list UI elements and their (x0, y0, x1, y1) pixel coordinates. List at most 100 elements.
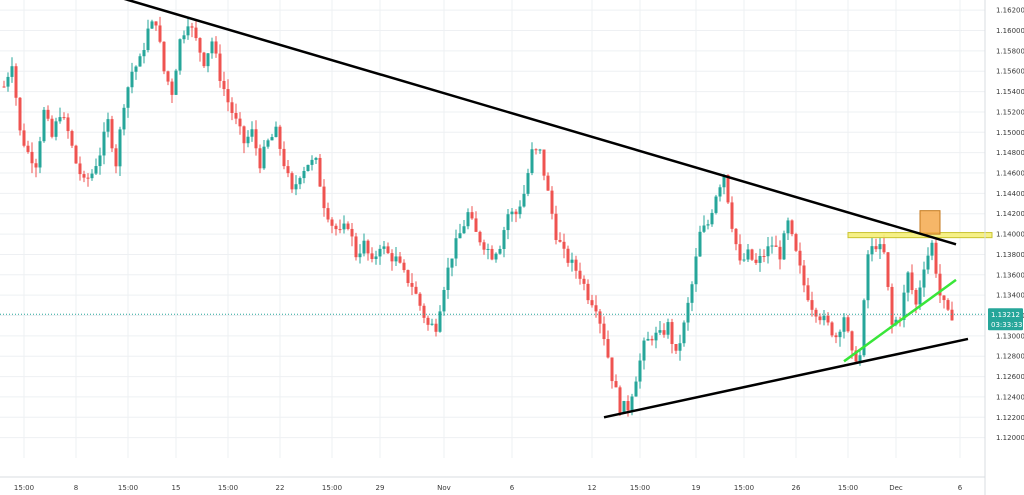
candle-body (534, 149, 538, 151)
candle-body (926, 255, 930, 270)
candle-body (754, 259, 758, 263)
candle-body (466, 212, 470, 227)
candle-body (482, 242, 486, 250)
candle-body (302, 170, 306, 179)
candle-body (78, 163, 82, 175)
candle-body (514, 211, 518, 215)
candle-body (426, 317, 430, 325)
candle-body (326, 208, 330, 220)
candle-body (870, 246, 874, 255)
candle-body (658, 330, 662, 333)
candle-body (946, 300, 950, 310)
x-tick-label: Dec (889, 484, 903, 492)
candle-body (234, 112, 238, 119)
candle-body (586, 283, 590, 301)
candle-body (470, 212, 474, 219)
candle-body (598, 311, 602, 324)
candle-body (10, 66, 14, 77)
candle-body (306, 164, 310, 171)
candle-body (182, 35, 186, 40)
candle-body (202, 52, 206, 67)
candle-body (694, 256, 698, 285)
candle-body (262, 146, 266, 169)
candle-body (546, 175, 550, 191)
green-support-line (843, 278, 957, 363)
upper-trendline (123, 0, 957, 246)
y-tick-label: 1.13400 (996, 292, 1024, 300)
candle-body (406, 270, 410, 284)
x-tick-label: 19 (692, 484, 701, 492)
candle-body (638, 360, 642, 382)
candle-body (26, 145, 30, 152)
candle-body (930, 242, 934, 256)
price-axis[interactable]: 1.12000 1.12200 1.12400 1.12600 1.12800 1.130… (984, 0, 1024, 495)
candle-body (186, 26, 190, 36)
candle-body (258, 148, 262, 169)
candle-body (562, 241, 566, 249)
y-tick-label: 1.12600 (996, 373, 1024, 381)
countdown-label: 03:33:33 (991, 321, 1022, 329)
candle-body (446, 267, 450, 291)
candle-body (22, 130, 26, 146)
last-price-label: 1.13212 (991, 311, 1020, 319)
candle-body (178, 39, 182, 71)
candle-body (70, 131, 74, 146)
candle-body (166, 71, 170, 82)
x-tick-label: 15:00 (118, 484, 138, 492)
candle-body (610, 357, 614, 382)
y-tick-label: 1.12200 (996, 414, 1024, 422)
candle-body (334, 225, 338, 230)
time-axis[interactable]: 15:00 8 15:00 15 15:00 22 15:00 29 Nov 6 12 15:00 19… (0, 476, 985, 492)
y-tick-label: 1.13000 (996, 332, 1024, 340)
candle-body (194, 27, 198, 39)
candle-body (906, 272, 910, 293)
candle-body (650, 338, 654, 341)
x-tick-label: 15:00 (630, 484, 650, 492)
y-tick-label: 1.15800 (996, 47, 1024, 55)
x-tick-label: 15:00 (322, 484, 342, 492)
candle-body (606, 339, 610, 358)
candle-body (662, 330, 666, 335)
candle-body (410, 283, 414, 287)
candle-body (674, 344, 678, 351)
candle-body (106, 119, 110, 132)
candle-body (354, 236, 358, 258)
candle-body (222, 80, 226, 90)
candle-body (710, 212, 714, 225)
candle-body (94, 166, 98, 174)
candle-body (846, 317, 850, 332)
candle-body (522, 193, 526, 207)
candle-body (294, 184, 298, 190)
candle-body (566, 248, 570, 263)
candle-body (582, 278, 586, 284)
y-tick-label: 1.13600 (996, 271, 1024, 279)
candle-body (126, 87, 130, 108)
candle-body (454, 238, 458, 259)
candle-body (766, 246, 770, 257)
candle-body (706, 224, 710, 226)
y-tick-label: 1.16200 (996, 7, 1024, 15)
candle-body (506, 214, 510, 231)
candle-body (366, 240, 370, 254)
candle-body (594, 305, 598, 312)
candle-body (142, 50, 146, 57)
candle-body (18, 97, 22, 131)
candle-body (30, 151, 34, 164)
candle-body (826, 315, 830, 323)
y-tick-label: 1.14400 (996, 190, 1024, 198)
candle-body (286, 166, 290, 174)
candle-body (798, 250, 802, 266)
x-tick-label: 15:00 (734, 484, 754, 492)
candle-body (630, 396, 634, 411)
candle-body (478, 231, 482, 243)
y-tick-label: 1.12000 (996, 434, 1024, 442)
candle-body (558, 239, 562, 242)
candle-body (938, 273, 942, 296)
y-tick-label: 1.16000 (996, 27, 1024, 35)
candle-body (62, 117, 66, 119)
candle-body (342, 223, 346, 230)
x-tick-label: 22 (276, 484, 285, 492)
candle-body (854, 350, 858, 362)
candle-body (150, 21, 154, 29)
